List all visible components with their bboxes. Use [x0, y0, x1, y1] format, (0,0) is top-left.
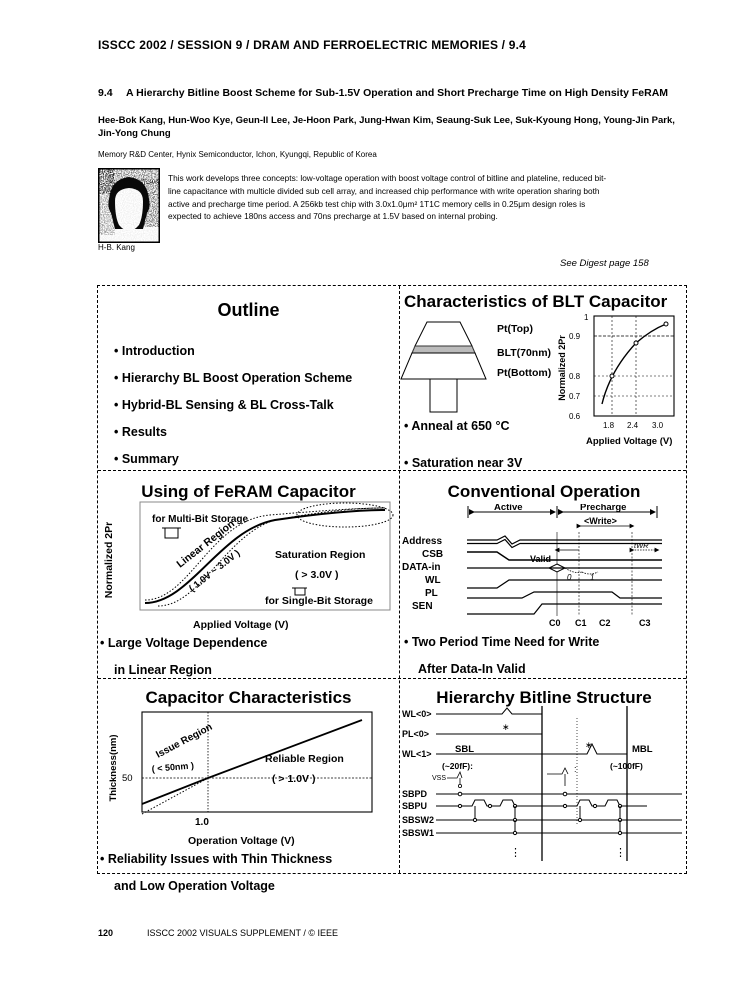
svg-text:∗: ∗ [585, 740, 593, 750]
svg-text:Valid: Valid [530, 554, 551, 564]
svg-text:Thickness(nm): Thickness(nm) [108, 734, 119, 801]
svg-text:(~20fF):: (~20fF): [442, 761, 473, 771]
svg-text:Issue Region: Issue Region [154, 722, 214, 761]
svg-text:for Multi-Bit Storage: for Multi-Bit Storage [152, 514, 249, 525]
svg-text:2.4: 2.4 [627, 421, 639, 430]
svg-text:Pt(Bottom): Pt(Bottom) [497, 367, 551, 379]
svg-text:50: 50 [122, 773, 133, 784]
svg-text::: : [574, 764, 577, 774]
svg-text:WL<1>: WL<1> [402, 749, 432, 759]
svg-text:SBPU: SBPU [402, 801, 427, 811]
svg-text:DATA-in: DATA-in [402, 562, 441, 573]
svg-text:0.9: 0.9 [569, 332, 581, 341]
svg-text:C0: C0 [549, 618, 561, 628]
svg-text:( < 50nm ): ( < 50nm ) [151, 760, 194, 774]
svg-text:(~100fF): (~100fF) [610, 761, 643, 771]
svg-text:WL: WL [425, 575, 441, 586]
svg-text:PL<0>: PL<0> [402, 729, 429, 739]
svg-text:SBSW2: SBSW2 [402, 815, 434, 825]
svg-text:( > 1.0V ): ( > 1.0V ) [272, 773, 315, 785]
svg-text:WL<0>: WL<0> [402, 709, 432, 719]
svg-text:BLT(70nm): BLT(70nm) [497, 347, 551, 359]
svg-text:Precharge: Precharge [580, 504, 626, 513]
svg-text:1.8: 1.8 [603, 421, 615, 430]
svg-text:SBPD: SBPD [402, 789, 428, 799]
svg-text:PL: PL [425, 588, 438, 599]
svg-text:⋮: ⋮ [615, 847, 626, 859]
svg-text:SEN: SEN [412, 601, 433, 612]
svg-text:1: 1 [590, 573, 594, 582]
svg-text:for Single-Bit Storage: for Single-Bit Storage [265, 595, 373, 607]
svg-text:MBL: MBL [632, 744, 653, 755]
svg-text:Normalized 2Pr: Normalized 2Pr [103, 522, 115, 598]
svg-text:0.7: 0.7 [569, 392, 581, 401]
svg-text:0.6: 0.6 [569, 412, 581, 421]
svg-text:SBL: SBL [455, 744, 474, 755]
svg-text:CSB: CSB [422, 549, 443, 560]
svg-text:Saturation Region: Saturation Region [275, 549, 365, 561]
svg-text:tWR: tWR [634, 541, 649, 550]
svg-text:0.8: 0.8 [569, 372, 581, 381]
svg-text:Normalized 2Pr: Normalized 2Pr [557, 335, 567, 401]
svg-text:Pt(Top): Pt(Top) [497, 323, 533, 335]
svg-text:⋮: ⋮ [510, 847, 521, 859]
svg-text:Reliable Region: Reliable Region [265, 753, 344, 765]
svg-text:0: 0 [567, 573, 572, 582]
svg-text:SBSW1: SBSW1 [402, 828, 434, 838]
svg-text:Applied Voltage (V): Applied Voltage (V) [586, 436, 672, 447]
svg-text:( > 3.0V ): ( > 3.0V ) [295, 569, 338, 581]
svg-text:VSS: VSS [432, 775, 446, 782]
svg-text:1: 1 [584, 313, 589, 322]
svg-text:C1: C1 [575, 618, 587, 628]
svg-text:∗: ∗ [502, 722, 510, 732]
svg-text:C2: C2 [599, 618, 611, 628]
svg-text:C3: C3 [639, 618, 651, 628]
svg-text:<Write>: <Write> [584, 516, 617, 526]
svg-text:Active: Active [494, 504, 523, 513]
svg-text:3.0: 3.0 [652, 421, 664, 430]
svg-text:Address: Address [402, 536, 442, 547]
svg-text:1.0: 1.0 [195, 817, 209, 828]
